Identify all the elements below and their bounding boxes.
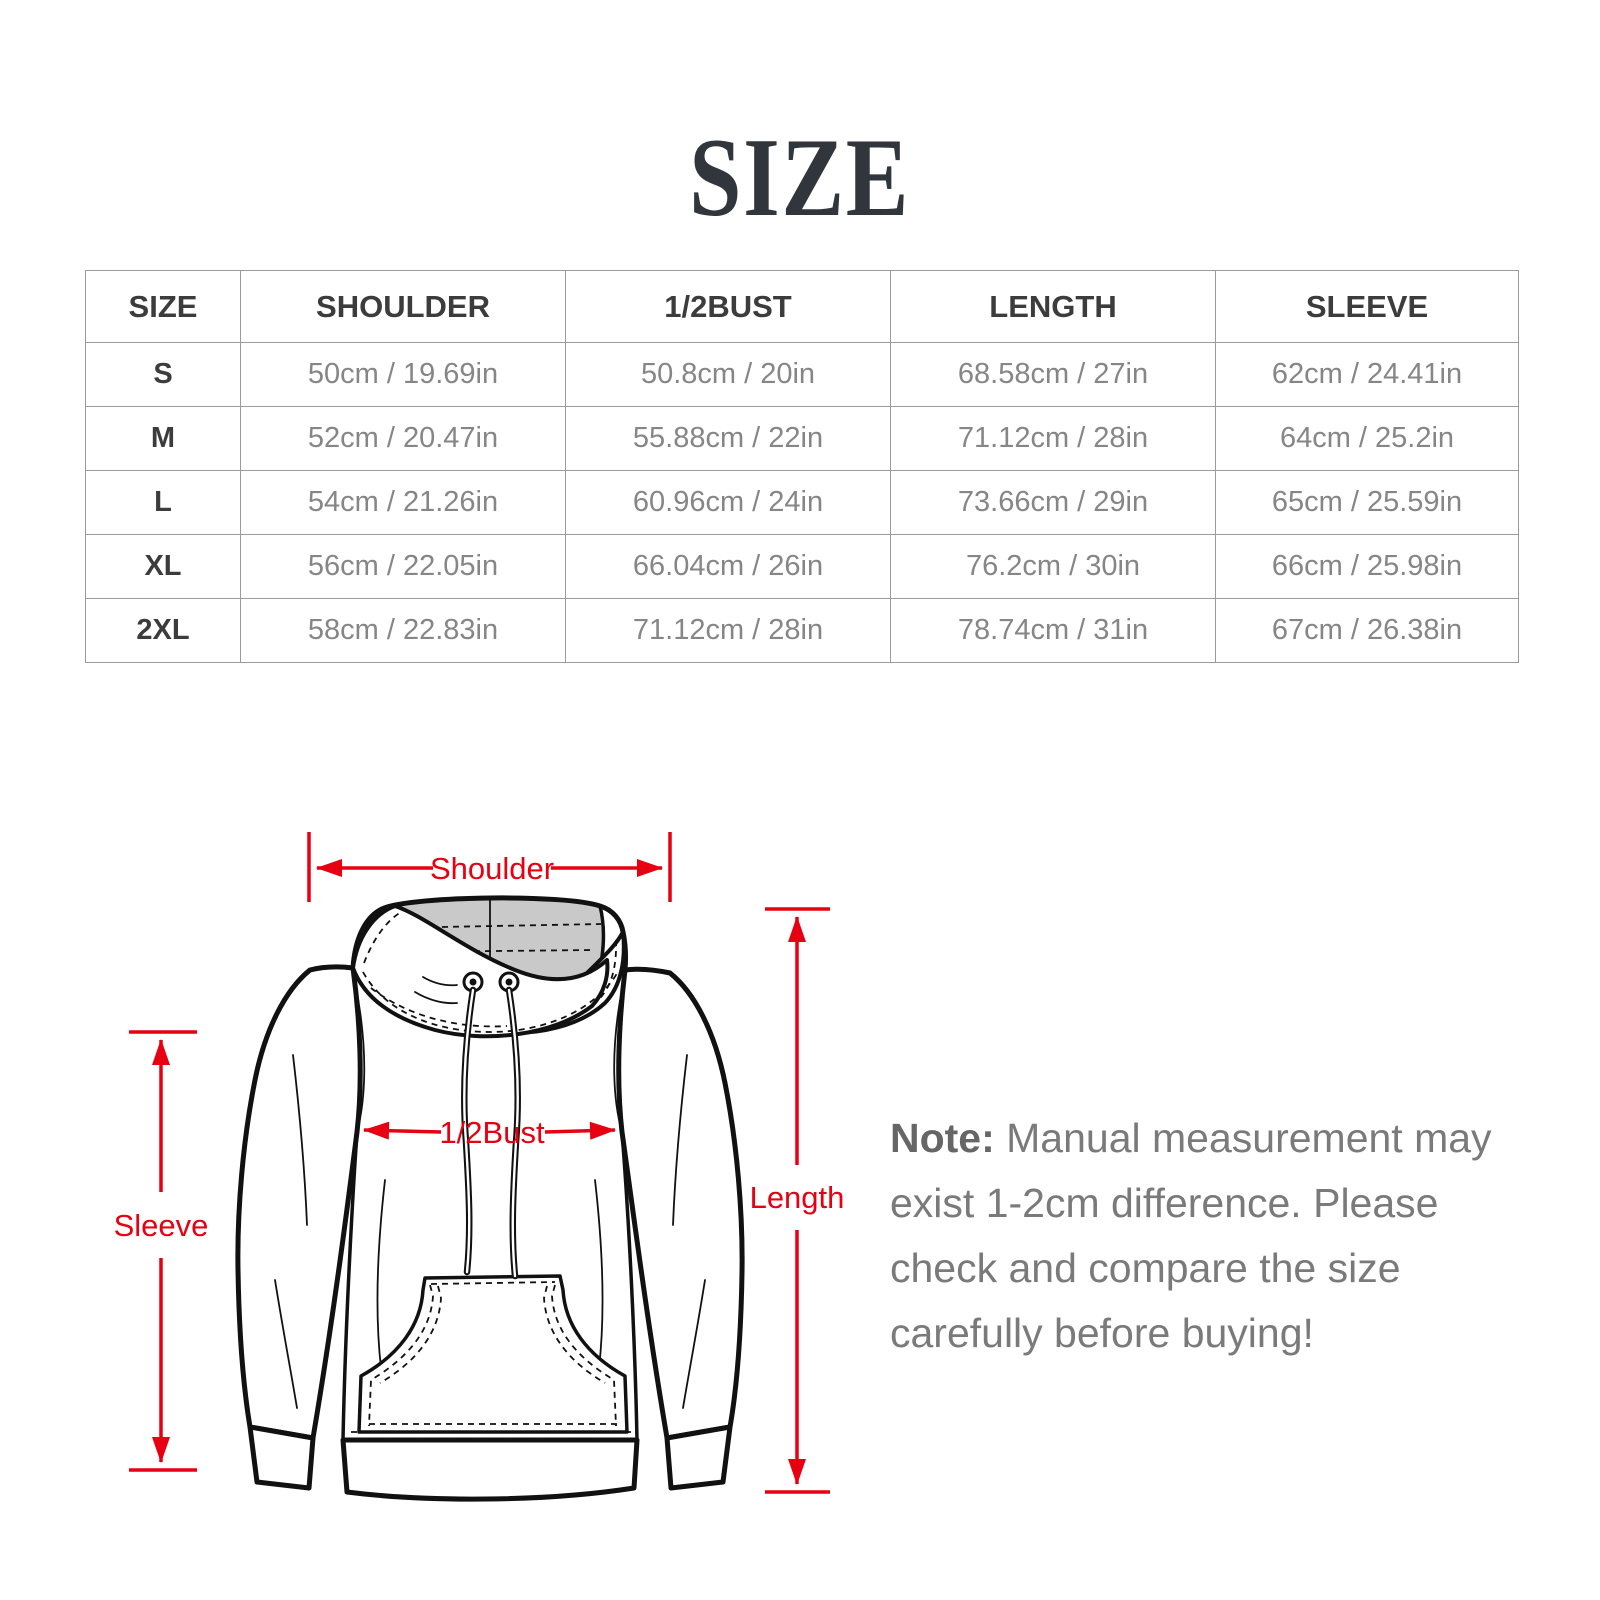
eyelet-right-hole (505, 978, 513, 986)
cuff-right (664, 1424, 733, 1491)
sleeve-cell: 66cm / 25.98in (1215, 534, 1519, 599)
note-body: Manual measurement may exist 1-2cm diffe… (890, 1115, 1492, 1356)
page-title: SIZE (0, 122, 1600, 234)
sleeve-arrow-label: Sleeve (114, 1208, 209, 1243)
length-arrow: Length (750, 907, 845, 1494)
shoulder-cell: 54cm / 21.26in (240, 470, 566, 535)
size-cell: M (85, 406, 241, 471)
length-cell: 78.74cm / 31in (890, 598, 1216, 663)
table-header-row: SIZE SHOULDER 1/2BUST LENGTH SLEEVE (85, 270, 1519, 343)
cowl-crease (414, 991, 458, 1005)
shoulder-cell: 50cm / 19.69in (240, 342, 566, 407)
bust-cell: 71.12cm / 28in (565, 598, 891, 663)
shoulder-cell: 58cm / 22.83in (240, 598, 566, 663)
hem-band (340, 1437, 640, 1502)
sleeve-cell: 67cm / 26.38in (1215, 598, 1519, 663)
column-header-shoulder: SHOULDER (240, 270, 566, 343)
cuff-left (247, 1424, 316, 1491)
bust-cell: 50.8cm / 20in (565, 342, 891, 407)
sleeve-crease (682, 1279, 706, 1409)
length-cell: 76.2cm / 30in (890, 534, 1216, 599)
body-crease (594, 1179, 604, 1369)
cowl-stitch (370, 987, 508, 1028)
cowl-fold-left (351, 904, 610, 1039)
cowl-crease (422, 976, 458, 987)
size-cell: XL (85, 534, 241, 599)
cowl-stitch (363, 911, 402, 964)
table-row-m: M 52cm / 20.47in 55.88cm / 22in 71.12cm … (85, 406, 1519, 471)
column-header-sleeve: SLEEVE (1215, 270, 1519, 343)
drawstring-right (505, 986, 522, 1280)
bust-arrow-label: 1/2Bust (439, 1115, 545, 1150)
bust-cell: 55.88cm / 22in (565, 406, 891, 471)
bust-cell: 60.96cm / 24in (565, 470, 891, 535)
table-row-l: L 54cm / 21.26in 60.96cm / 24in 73.66cm … (85, 470, 1519, 535)
size-table: SIZE SHOULDER 1/2BUST LENGTH SLEEVE S 50… (85, 270, 1519, 663)
sleeve-cell: 64cm / 25.2in (1215, 406, 1519, 471)
size-cell: L (85, 470, 241, 535)
pocket-stitch (379, 1285, 442, 1384)
table-row-s: S 50cm / 19.69in 50.8cm / 20in 68.58cm /… (85, 342, 1519, 407)
size-cell: S (85, 342, 241, 407)
sleeve-arrow: Sleeve (114, 1030, 209, 1472)
body-side-right (620, 1130, 639, 1442)
length-arrow-label: Length (750, 1180, 845, 1215)
collar-stitch (362, 969, 620, 1033)
column-header-size: SIZE (85, 270, 241, 343)
hoodie-sketch (235, 895, 745, 1502)
length-cell: 73.66cm / 29in (890, 470, 1216, 535)
shoulder-arrow-label: Shoulder (430, 851, 554, 886)
size-cell: 2XL (85, 598, 241, 663)
shoulder-cell: 56cm / 22.05in (240, 534, 566, 599)
armhole-seam-left (354, 981, 366, 1133)
column-header-length: LENGTH (890, 270, 1216, 343)
body-side-left (341, 1130, 359, 1442)
drawstring-left (460, 986, 477, 1276)
table-row-xl: XL 56cm / 22.05in 66.04cm / 26in 76.2cm … (85, 534, 1519, 599)
sleeve-cell: 65cm / 25.59in (1215, 470, 1519, 535)
armhole-seam-right (613, 983, 624, 1133)
body-crease (376, 1179, 386, 1369)
sleeve-crease (292, 1054, 308, 1226)
pocket-stitch (551, 1284, 617, 1427)
page-title-text: SIZE (689, 116, 911, 240)
length-cell: 71.12cm / 28in (890, 406, 1216, 471)
pocket-stitch (430, 1281, 556, 1285)
note-label: Note: (890, 1115, 995, 1161)
note-text: Note: Manual measurement may exist 1-2cm… (890, 1106, 1520, 1366)
table-row-2xl: 2XL 58cm / 22.83in 71.12cm / 28in 78.74c… (85, 598, 1519, 663)
bust-cell: 66.04cm / 26in (565, 534, 891, 599)
shoulder-cell: 52cm / 20.47in (240, 406, 566, 471)
eyelet-left-hole (469, 978, 477, 986)
length-cell: 68.58cm / 27in (890, 342, 1216, 407)
shoulder-arrow: Shoulder (307, 832, 672, 902)
sleeve-cell: 62cm / 24.41in (1215, 342, 1519, 407)
hoodie-measurement-diagram: Shoulder 1/2Bust Sleeve Length (114, 832, 845, 1502)
cowl-stitch (595, 939, 617, 1003)
bust-arrow: 1/2Bust (363, 1115, 616, 1150)
sleeve-crease (274, 1279, 298, 1409)
column-header-bust: 1/2BUST (565, 270, 891, 343)
pocket-stitch (368, 1284, 434, 1427)
pocket-stitch (543, 1285, 606, 1384)
sleeve-crease (672, 1054, 688, 1226)
